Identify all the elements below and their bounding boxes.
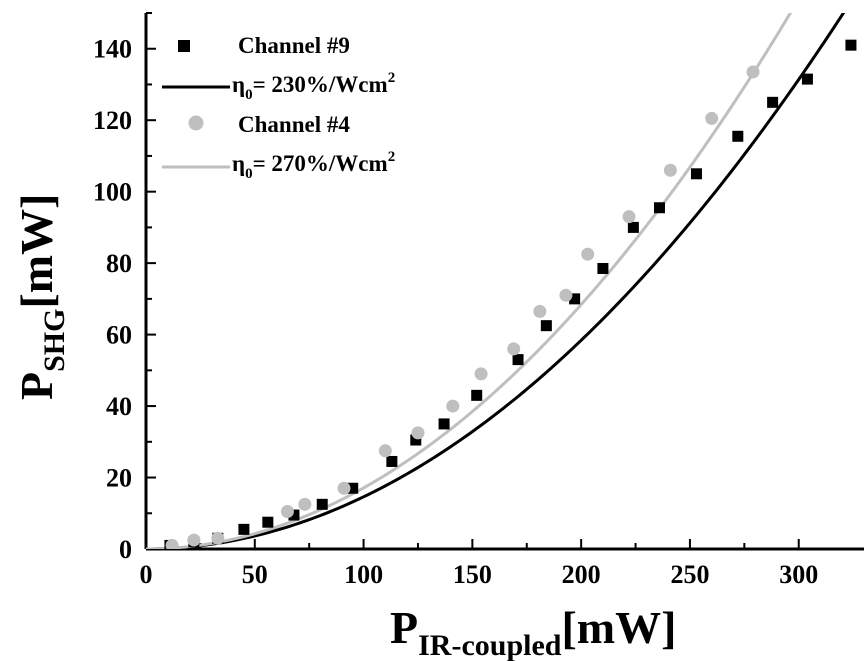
- x-tick-label: 250: [670, 560, 709, 589]
- data-point-circle: [705, 111, 719, 125]
- data-point-square: [845, 39, 857, 51]
- fit-curve-3: [146, 13, 793, 549]
- y-tick-label: 120: [93, 106, 132, 135]
- data-point-square: [690, 168, 702, 180]
- y-tick-label: 60: [106, 321, 132, 350]
- data-point-circle: [378, 444, 392, 458]
- data-point-square: [386, 455, 398, 467]
- x-axis-title-unit: [mW]: [561, 602, 676, 653]
- data-point-square: [653, 202, 665, 214]
- data-point-circle: [280, 504, 294, 518]
- x-tick-label: 100: [344, 560, 383, 589]
- y-axis-title-group: PSHG[mW]: [11, 194, 71, 400]
- y-tick-label: 0: [119, 535, 132, 564]
- data-points: [164, 39, 857, 549]
- y-tick-label: 100: [93, 178, 132, 207]
- fit-curve-1: [146, 13, 846, 549]
- data-point-circle: [507, 342, 521, 356]
- data-point-circle: [446, 399, 460, 413]
- data-point-circle: [622, 210, 636, 224]
- y-axis-title-sub: SHG: [38, 309, 71, 372]
- x-tick-label: 50: [242, 560, 268, 589]
- data-point-circle: [663, 163, 677, 177]
- y-tick-label: 40: [106, 392, 132, 421]
- y-axis-title: PSHG[mW]: [11, 194, 71, 400]
- fit-curves: [146, 13, 846, 549]
- data-point-circle: [474, 367, 488, 381]
- data-point-square: [471, 389, 483, 401]
- legend-marker-channel-9: [178, 40, 190, 52]
- y-tick-label: 20: [106, 464, 132, 493]
- data-point-circle: [581, 247, 595, 261]
- data-point-square: [767, 96, 779, 108]
- data-point-square: [316, 498, 328, 510]
- axis-ticks: 0 50 100 150 200 250 300 0 20 40 60 80 100 120 140: [93, 12, 818, 589]
- legend-label-channel-9: Channel #9: [238, 33, 350, 58]
- x-axis-title: PIR-coupled[mW]: [390, 602, 676, 661]
- data-point-circle: [165, 538, 179, 549]
- data-point-circle: [187, 533, 201, 547]
- legend-label-fit-230: η0= 230%/Wcm2: [232, 70, 395, 103]
- data-point-square: [512, 354, 524, 366]
- legend: Channel #9 η0= 230%/Wcm2 Channel #4 η0= …: [162, 33, 395, 182]
- data-point-square: [597, 262, 609, 274]
- legend-marker-channel-4: [188, 115, 204, 131]
- x-axis-title-main: P: [390, 602, 418, 653]
- data-point-square: [732, 130, 744, 142]
- data-point-square: [540, 320, 552, 332]
- y-tick-label: 140: [93, 35, 132, 64]
- y-axis-title-main: P: [11, 372, 62, 400]
- y-axis-title-unit: [mW]: [11, 194, 62, 309]
- data-point-circle: [746, 65, 760, 79]
- x-tick-label: 300: [779, 560, 818, 589]
- data-point-circle: [298, 497, 312, 511]
- x-tick-label: 150: [453, 560, 492, 589]
- data-point-square: [627, 221, 639, 233]
- data-point-circle: [533, 304, 547, 318]
- data-point-square: [569, 293, 581, 305]
- data-point-square: [410, 434, 422, 446]
- y-tick-label: 80: [106, 249, 132, 278]
- legend-label-channel-4: Channel #4: [238, 112, 350, 137]
- x-tick-label: 200: [562, 560, 601, 589]
- x-axis-title-sub: IR-coupled: [418, 629, 562, 661]
- x-tick-label: 0: [140, 560, 153, 589]
- data-point-circle: [559, 288, 573, 302]
- data-point-square: [801, 73, 813, 85]
- data-point-square: [288, 509, 300, 521]
- data-point-circle: [411, 426, 425, 440]
- data-point-square: [438, 418, 450, 430]
- data-point-square: [262, 516, 274, 528]
- legend-label-fit-270: η0= 270%/Wcm2: [232, 149, 395, 182]
- data-point-circle: [337, 481, 351, 495]
- data-point-square: [238, 523, 250, 535]
- data-point-square: [347, 482, 359, 494]
- data-point-circle: [211, 531, 225, 545]
